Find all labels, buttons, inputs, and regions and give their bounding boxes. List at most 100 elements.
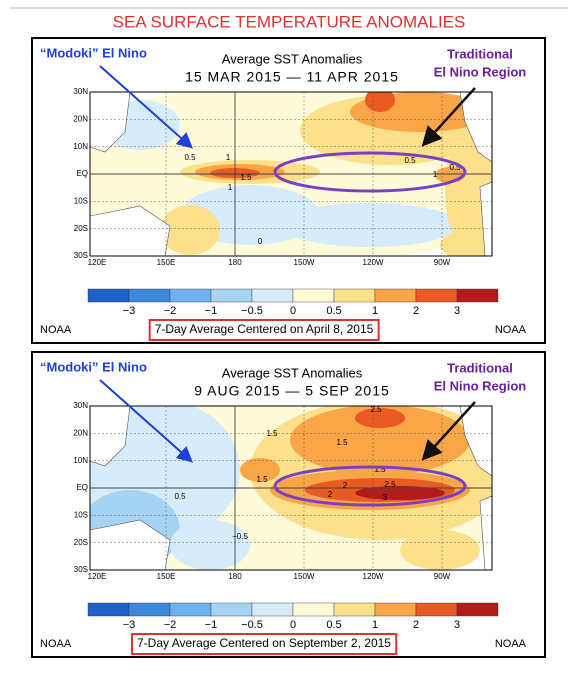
colorbar-segment xyxy=(169,288,212,303)
colorbar-segment xyxy=(374,602,417,617)
lat-label: 20N xyxy=(73,428,88,437)
contour-label: 2 xyxy=(343,481,348,490)
contour-label: 2 xyxy=(328,490,333,499)
anomaly-region xyxy=(170,520,250,570)
colorbar-segment xyxy=(210,288,253,303)
lat-label: 20S xyxy=(74,538,88,547)
land xyxy=(90,205,171,256)
lon-label: 120W xyxy=(363,258,384,267)
lat-label: 30S xyxy=(74,251,88,260)
contour-label: 1 xyxy=(433,170,438,179)
lat-label: 30N xyxy=(73,87,88,96)
anomaly-region xyxy=(240,458,280,482)
credit: NOAA xyxy=(495,324,527,336)
colorbar-label: 0.5 xyxy=(326,305,341,317)
lon-label: 90W xyxy=(434,258,451,267)
anomaly-region xyxy=(280,203,460,247)
colorbar-label: 0 xyxy=(290,305,296,317)
colorbar-label: 1 xyxy=(372,305,378,317)
lat-label: EQ xyxy=(76,169,88,178)
anomaly-region xyxy=(440,230,492,256)
lon-label: 180 xyxy=(228,258,242,267)
anomaly-region xyxy=(365,92,395,112)
colorbar-label: −3 xyxy=(123,619,136,631)
colorbar-label: −1 xyxy=(205,305,218,317)
colorbar-segment xyxy=(292,602,335,617)
colorbar-label: 3 xyxy=(454,619,460,631)
annotation-traditional: Traditional xyxy=(447,46,513,61)
colorbar-label: −0.5 xyxy=(241,305,263,317)
contour-label: 1.5 xyxy=(240,173,252,182)
lat-label: EQ xyxy=(76,483,88,492)
panel-frame xyxy=(31,351,546,658)
arrow-modoki xyxy=(99,65,193,149)
colorbar-segment xyxy=(87,288,130,303)
contour-label: −0.5 xyxy=(232,532,248,541)
contour-label: 2.5 xyxy=(370,405,382,414)
anomaly-region xyxy=(445,130,492,250)
colorbar-label: 3 xyxy=(454,305,460,317)
colorbar-label: −2 xyxy=(164,619,177,631)
colorbar-label: 0 xyxy=(290,619,296,631)
land xyxy=(90,406,131,467)
contour-label: 1.5 xyxy=(256,475,268,484)
lat-label: 10S xyxy=(74,510,88,519)
anomaly-region xyxy=(355,408,405,428)
credit: NOAA xyxy=(495,638,527,650)
caption-box xyxy=(148,319,380,341)
lon-label: 150W xyxy=(294,258,315,267)
lon-label: 150E xyxy=(157,258,176,267)
colorbar-segment xyxy=(251,602,294,617)
land xyxy=(459,406,492,477)
colorbar-segment xyxy=(415,602,458,617)
map-dates: 15 MAR 2015 — 11 APR 2015 xyxy=(185,69,399,85)
land xyxy=(479,181,492,256)
colorbar-segment xyxy=(456,288,499,303)
lon-label: 120E xyxy=(88,572,107,581)
lon-label: 150W xyxy=(294,572,315,581)
contour-label: 3 xyxy=(383,493,388,502)
lat-label: 10S xyxy=(74,196,88,205)
land xyxy=(479,495,492,570)
annotation-modoki: “Modoki” El Nino xyxy=(40,359,147,374)
colorbar-label: 0.5 xyxy=(326,619,341,631)
nino-region-outline xyxy=(273,465,467,507)
contour-label: 0.5 xyxy=(174,492,186,501)
colorbar-segment xyxy=(374,288,417,303)
colorbar-segment xyxy=(251,288,294,303)
annotation-traditional: Traditional xyxy=(447,360,513,375)
annotation-traditional: El Nino Region xyxy=(434,64,527,79)
colorbar-segment xyxy=(87,602,130,617)
lat-label: 10N xyxy=(73,142,88,151)
arrow-traditional xyxy=(421,401,476,461)
contour-label: 1.5 xyxy=(266,429,278,438)
lon-label: 120W xyxy=(363,572,384,581)
contour-label: 1 xyxy=(226,153,231,162)
colorbar-segment xyxy=(333,288,376,303)
caption-box xyxy=(131,633,398,655)
map-dates: 9 AUG 2015 — 5 SEP 2015 xyxy=(194,383,390,399)
colorbar-label: −1 xyxy=(205,619,218,631)
colorbar-segment xyxy=(456,602,499,617)
anomaly-region xyxy=(160,205,220,255)
contour-label: 0.5 xyxy=(184,153,196,162)
caption: 7-Day Average Centered on April 8, 2015 xyxy=(155,322,374,336)
colorbar-segment xyxy=(292,288,335,303)
contour-label: 1 xyxy=(228,183,233,192)
colorbar-segment xyxy=(169,602,212,617)
anomaly-region xyxy=(400,530,480,570)
annotation-modoki: “Modoki” El Nino xyxy=(40,45,147,60)
arrow-modoki xyxy=(99,379,193,463)
arrow-traditional xyxy=(421,87,476,147)
contour-label: 1.5 xyxy=(374,465,386,474)
colorbar-label: 2 xyxy=(413,619,419,631)
contour-label: 0.5 xyxy=(404,156,416,165)
colorbar-segment xyxy=(128,602,171,617)
colorbar-label: 2 xyxy=(413,305,419,317)
colorbar-segment xyxy=(415,288,458,303)
contour-label: 1.5 xyxy=(336,438,348,447)
land xyxy=(90,92,131,153)
colorbar-label: −3 xyxy=(123,305,136,317)
colorbar-segment xyxy=(333,602,376,617)
